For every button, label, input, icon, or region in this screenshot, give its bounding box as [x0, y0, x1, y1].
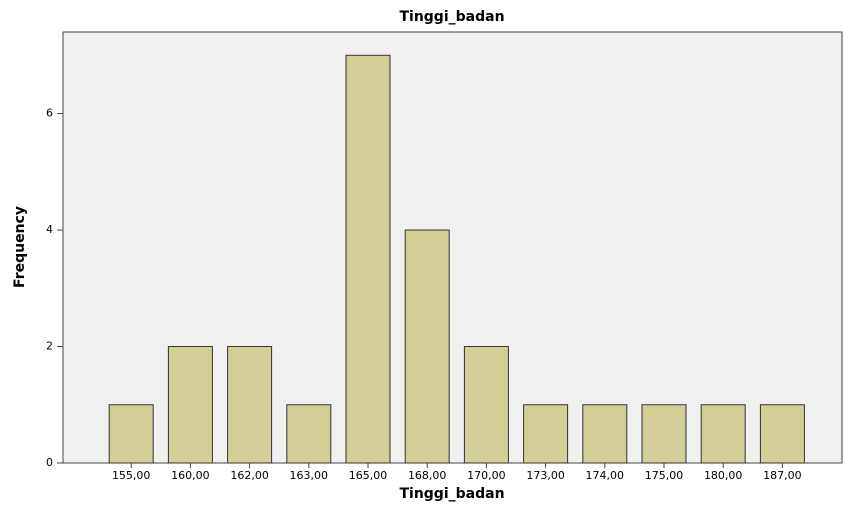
x-tick-label: 165,00: [349, 469, 388, 482]
x-tick-label: 180,00: [704, 469, 743, 482]
bar: [404, 229, 450, 464]
chart-title: Tinggi_badan: [399, 9, 504, 25]
bar: [700, 404, 746, 464]
x-tick-label: 155,00: [112, 469, 151, 482]
bar: [523, 404, 569, 464]
y-tick-label: 0: [46, 456, 53, 469]
bar: [108, 404, 154, 464]
x-tick-label: 187,00: [763, 469, 802, 482]
x-tick-label: 173,00: [526, 469, 565, 482]
bar: [345, 54, 391, 464]
bar: [641, 404, 687, 464]
x-tick-label: 174,00: [586, 469, 625, 482]
x-tick-label: 170,00: [467, 469, 506, 482]
x-tick-label: 160,00: [171, 469, 210, 482]
x-tick-label: 168,00: [408, 469, 447, 482]
bar: [227, 346, 273, 464]
y-tick-label: 6: [46, 107, 53, 120]
y-tick-label: 4: [46, 223, 53, 236]
x-tick-label: 163,00: [290, 469, 329, 482]
bar: [463, 346, 509, 464]
bar: [582, 404, 628, 464]
x-tick-label: 162,00: [230, 469, 269, 482]
y-axis-label: Frequency: [12, 206, 28, 288]
bar: [167, 346, 213, 464]
bar: [759, 404, 805, 464]
bar: [286, 404, 332, 464]
x-axis-label: Tinggi_badan: [399, 486, 504, 502]
y-tick-label: 2: [46, 340, 53, 353]
x-tick-label: 175,00: [645, 469, 684, 482]
